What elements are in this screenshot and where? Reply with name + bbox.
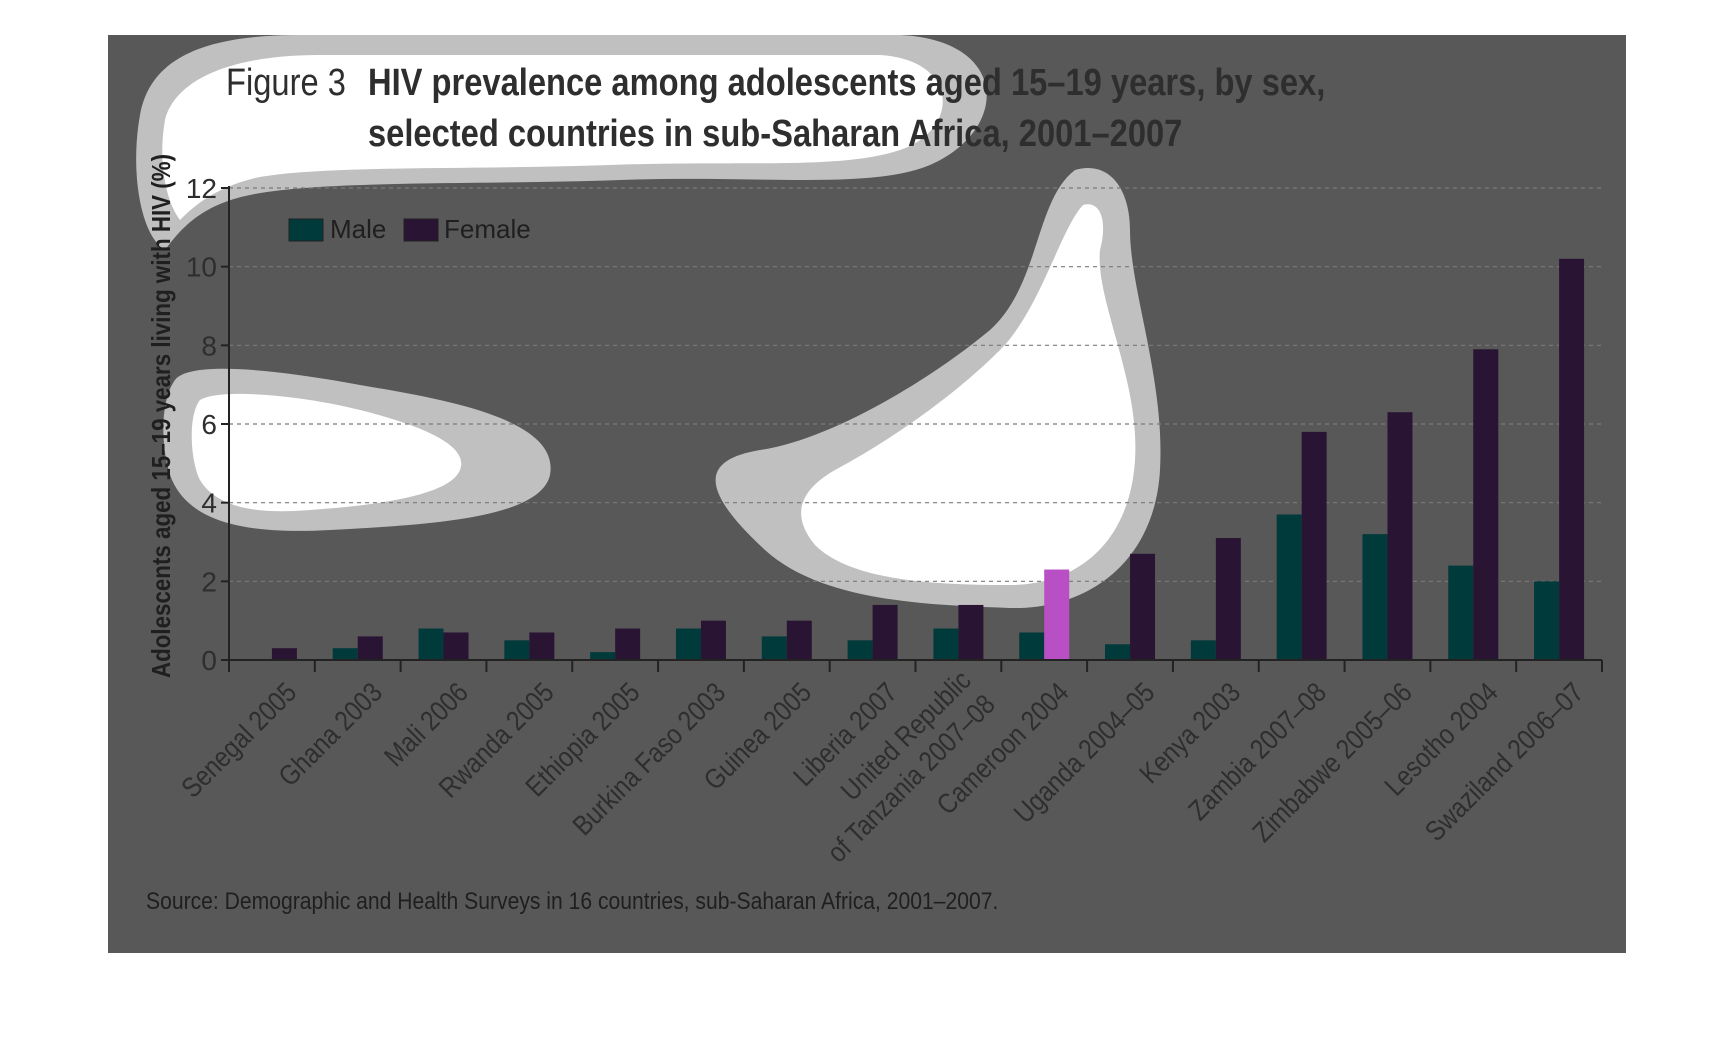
y-tick-label: 0 (201, 645, 217, 676)
bar-female (1130, 553, 1156, 660)
bar-female (700, 620, 726, 660)
bar-male (933, 628, 959, 660)
y-tick-label: 4 (201, 488, 217, 519)
bar-male (847, 640, 873, 660)
y-axis-label: Adolescents aged 15–19 years living with… (147, 154, 176, 678)
legend: Male Female (288, 214, 531, 244)
bar-male (1190, 640, 1216, 660)
overlay-blob-left-inner (191, 393, 462, 512)
bars (271, 258, 1585, 660)
x-tick-label-line: Senegal 2005 (175, 676, 303, 804)
chart-title-line-2: selected countries in sub-Saharan Africa… (368, 113, 1183, 155)
x-tick-label-line: Swaziland 2006–07 (1418, 676, 1589, 847)
bar-male (675, 628, 701, 660)
x-tick-label: Senegal 2005 (175, 676, 303, 804)
chart-title-line-1: HIV prevalence among adolescents aged 15… (368, 62, 1326, 104)
bar-female (1559, 258, 1585, 660)
x-tick-label: Swaziland 2006–07 (1418, 676, 1589, 847)
bar-male (761, 636, 787, 660)
bar-female (1044, 569, 1070, 660)
bar-female (357, 636, 383, 660)
bar-male (332, 648, 358, 660)
x-tick-label-line: Burkina Faso 2003 (566, 676, 732, 842)
bar-female (1215, 538, 1241, 660)
bar-male (1362, 534, 1388, 660)
bar-female (786, 620, 812, 660)
y-tick-label: 6 (201, 409, 217, 440)
bar-female (615, 628, 641, 660)
bar-male (1019, 632, 1045, 660)
legend-label-female: Female (444, 214, 531, 244)
bar-female (1387, 412, 1413, 660)
bar-female (1301, 431, 1327, 660)
legend-label-male: Male (330, 214, 386, 244)
source-note: Source: Demographic and Health Surveys i… (146, 888, 999, 915)
x-tick-label-line: Zimbabwe 2005–06 (1246, 676, 1418, 848)
bar-female (958, 604, 984, 660)
bar-female (872, 604, 898, 660)
bar-male (590, 652, 616, 660)
x-tick-label: Zimbabwe 2005–06 (1246, 676, 1418, 848)
y-tick-label: 2 (201, 566, 217, 597)
x-tick-label: Burkina Faso 2003 (566, 676, 732, 842)
bar-female (271, 648, 297, 660)
y-tick-label: 10 (186, 252, 217, 283)
bar-male (1534, 581, 1560, 660)
figure-number: Figure 3 (226, 62, 346, 104)
legend-swatch-male (288, 218, 324, 242)
y-tick-label: 8 (201, 330, 217, 361)
bar-male (418, 628, 444, 660)
bar-male (1276, 514, 1302, 660)
legend-swatch-female (403, 218, 439, 242)
bar-male (1105, 644, 1131, 660)
bar-female (529, 632, 555, 660)
y-tick-label: 12 (186, 173, 217, 204)
bar-male (504, 640, 530, 660)
y-ticks: 0 2 4 6 8 10 12 (186, 173, 229, 676)
overlay-blob-top-inner (162, 55, 943, 220)
bar-female (1473, 349, 1499, 660)
overlay-blob-center-inner (801, 204, 1136, 585)
bar-male (1448, 565, 1474, 660)
bar-female (443, 632, 469, 660)
